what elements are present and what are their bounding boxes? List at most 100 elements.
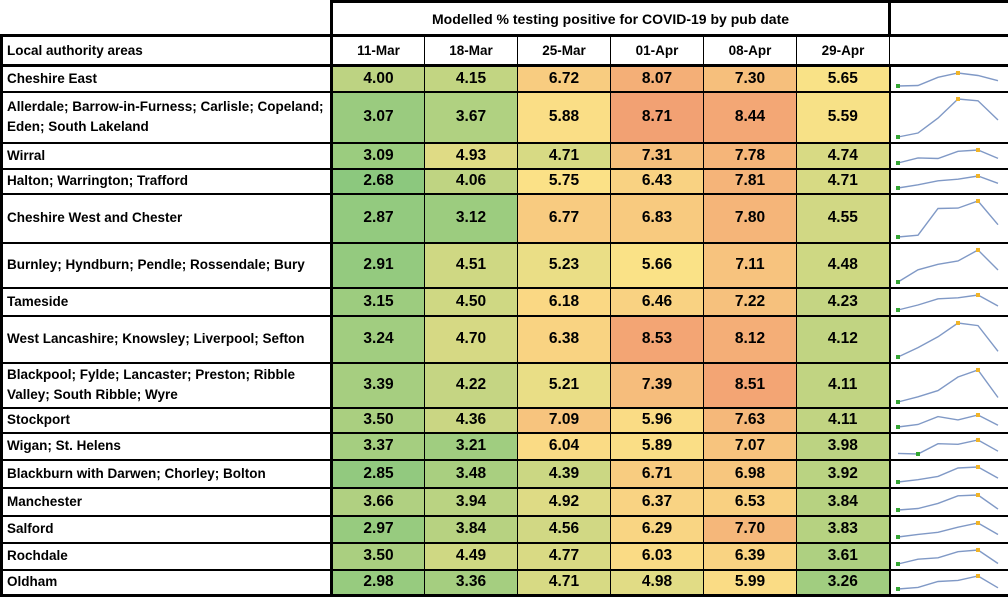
table-row: Cheshire West and Chester 2.87 3.12 6.77 6.8… bbox=[0, 192, 1008, 244]
high-point-marker bbox=[975, 292, 980, 297]
table-row: Salford 2.97 3.84 4.56 6.29 7.70 3.83 bbox=[0, 514, 1008, 544]
value-cell: 6.72 bbox=[517, 64, 611, 93]
sparkline bbox=[895, 412, 998, 429]
value-cell: 3.94 bbox=[424, 486, 518, 517]
value-cell: 5.59 bbox=[795, 90, 891, 144]
high-point-marker bbox=[975, 198, 980, 203]
table-row: Halton; Warrington; Trafford 2.68 4.06 5.75… bbox=[0, 167, 1008, 195]
table-row: Wigan; St. Helens 3.37 3.21 6.04 5.89 7.07 3.9… bbox=[0, 431, 1008, 461]
value-cell: 4.22 bbox=[424, 361, 518, 409]
sparkline bbox=[895, 367, 999, 404]
value-cell: 2.68 bbox=[331, 167, 425, 195]
sparkline-cell bbox=[888, 541, 1008, 571]
value-cell: 5.66 bbox=[610, 241, 704, 289]
sparkline-cell bbox=[888, 314, 1008, 364]
value-cell: 5.88 bbox=[517, 90, 611, 144]
row-name: Wigan; St. Helens bbox=[0, 431, 333, 461]
high-point-marker bbox=[975, 492, 980, 497]
title-row: Modelled % testing positive for COVID-19… bbox=[1, 0, 1008, 37]
sparkline-cell bbox=[888, 241, 1008, 289]
table-title: Modelled % testing positive for COVID-19… bbox=[329, 0, 892, 37]
low-point-marker bbox=[895, 234, 900, 239]
value-cell: 3.66 bbox=[331, 486, 425, 517]
sparkline-line bbox=[897, 293, 998, 311]
value-cell: 4.00 bbox=[331, 64, 425, 93]
row-name: Oldham bbox=[0, 568, 333, 597]
value-cell: 7.39 bbox=[610, 361, 704, 409]
high-point-marker bbox=[955, 96, 960, 101]
value-cell: 6.43 bbox=[610, 167, 704, 195]
column-header-18-mar: 18-Mar bbox=[424, 34, 518, 67]
table-row: Burnley; Hyndburn; Pendle; Rossendale; B… bbox=[0, 241, 1008, 289]
column-header-25-mar: 25-Mar bbox=[517, 34, 611, 67]
value-cell: 4.70 bbox=[424, 314, 518, 364]
sparkline bbox=[895, 320, 999, 359]
row-name: Blackpool; Fylde; Lancaster; Preston; Ri… bbox=[0, 361, 333, 409]
sparkline bbox=[895, 520, 998, 539]
sparkline bbox=[895, 492, 998, 512]
low-point-marker bbox=[895, 587, 900, 592]
value-cell: 3.84 bbox=[795, 486, 891, 517]
value-cell: 6.46 bbox=[610, 286, 704, 317]
row-name: Stockport bbox=[0, 406, 333, 434]
low-point-marker bbox=[895, 307, 900, 312]
table-row: Manchester 3.66 3.94 4.92 6.37 6.53 3.84 bbox=[0, 486, 1008, 517]
high-point-marker bbox=[975, 574, 980, 579]
value-cell: 2.87 bbox=[331, 192, 425, 244]
sparkline-column-header-blank bbox=[889, 34, 1008, 67]
low-point-marker bbox=[895, 534, 900, 539]
table-row: Wirral 3.09 4.93 4.71 7.31 7.78 4.74 bbox=[0, 141, 1008, 170]
value-cell: 8.51 bbox=[703, 361, 797, 409]
value-cell: 4.11 bbox=[795, 406, 891, 434]
value-cell: 4.55 bbox=[795, 192, 891, 244]
high-point-marker bbox=[975, 437, 980, 442]
low-point-marker bbox=[915, 451, 920, 456]
value-cell: 7.80 bbox=[703, 192, 797, 244]
value-cell: 8.53 bbox=[610, 314, 704, 364]
value-cell: 7.70 bbox=[703, 514, 797, 544]
value-cell: 3.21 bbox=[424, 431, 518, 461]
sparkline-line bbox=[897, 321, 999, 358]
low-point-marker bbox=[895, 479, 900, 484]
value-cell: 3.84 bbox=[424, 514, 518, 544]
sparkline bbox=[897, 437, 998, 456]
low-point-marker bbox=[895, 185, 900, 190]
value-cell: 6.39 bbox=[703, 541, 797, 571]
sparkline-line bbox=[897, 465, 998, 483]
value-cell: 4.98 bbox=[610, 568, 704, 597]
table-row: Tameside 3.15 4.50 6.18 6.46 7.22 4.23 bbox=[0, 286, 1008, 317]
low-point-marker bbox=[895, 424, 900, 429]
sparkline-cell bbox=[888, 486, 1008, 517]
value-cell: 5.96 bbox=[610, 406, 704, 434]
value-cell: 4.39 bbox=[517, 458, 611, 489]
value-cell: 6.18 bbox=[517, 286, 611, 317]
value-cell: 3.26 bbox=[795, 568, 891, 597]
value-cell: 6.83 bbox=[610, 192, 704, 244]
value-cell: 3.67 bbox=[424, 90, 518, 144]
sparkline bbox=[895, 70, 998, 88]
sparkline-line bbox=[897, 548, 998, 565]
sparkline-cell bbox=[888, 514, 1008, 544]
value-cell: 7.09 bbox=[517, 406, 611, 434]
sparkline bbox=[895, 574, 998, 592]
value-cell: 3.09 bbox=[331, 141, 425, 170]
value-cell: 4.48 bbox=[795, 241, 891, 289]
sparkline-cell bbox=[888, 90, 1008, 144]
value-cell: 6.98 bbox=[703, 458, 797, 489]
row-name: Blackburn with Darwen; Chorley; Bolton bbox=[0, 458, 333, 489]
value-cell: 5.75 bbox=[517, 167, 611, 195]
row-name: Cheshire East bbox=[0, 64, 333, 93]
sparkline-line bbox=[897, 493, 998, 511]
sparkline bbox=[895, 547, 998, 566]
value-cell: 3.15 bbox=[331, 286, 425, 317]
sparkline bbox=[895, 147, 998, 165]
value-cell: 3.37 bbox=[331, 431, 425, 461]
value-cell: 4.56 bbox=[517, 514, 611, 544]
table-row: Rochdale 3.50 4.49 4.77 6.03 6.39 3.61 bbox=[0, 541, 1008, 571]
value-cell: 7.07 bbox=[703, 431, 797, 461]
value-cell: 4.77 bbox=[517, 541, 611, 571]
value-cell: 3.61 bbox=[795, 541, 891, 571]
value-cell: 7.11 bbox=[703, 241, 797, 289]
sparkline bbox=[895, 96, 999, 139]
value-cell: 7.78 bbox=[703, 141, 797, 170]
